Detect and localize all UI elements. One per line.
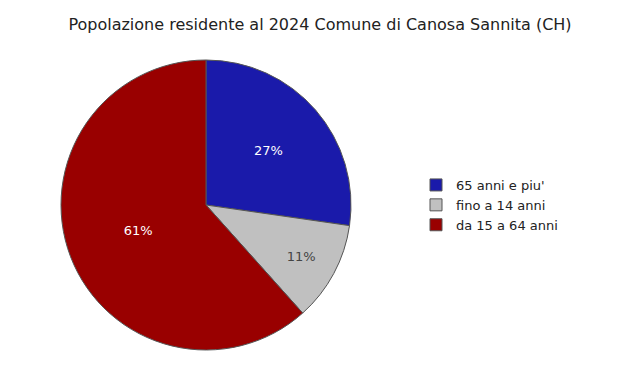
svg-text:da 15 a 64 anni: da 15 a 64 anni [456,218,558,233]
svg-text:61%: 61% [124,223,153,238]
svg-text:11%: 11% [287,249,316,264]
svg-text:fino a 14 anni: fino a 14 anni [456,198,545,213]
svg-text:27%: 27% [254,143,283,158]
svg-text:Popolazione residente al 2024: Popolazione residente al 2024 Comune di … [68,15,571,34]
svg-text:65 anni e piu': 65 anni e piu' [456,178,545,193]
